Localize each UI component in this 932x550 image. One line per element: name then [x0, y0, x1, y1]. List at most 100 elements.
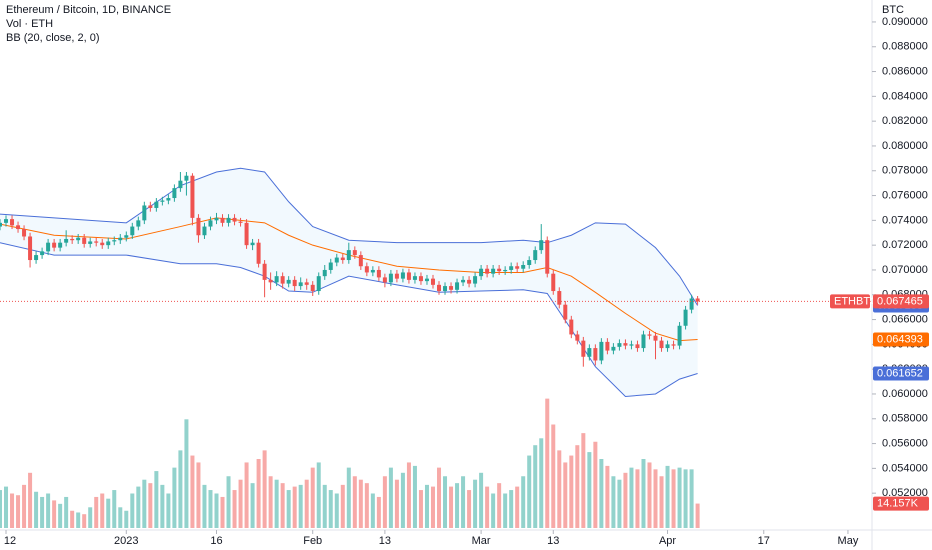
- y-tick-label: 0.090000: [882, 16, 928, 28]
- volume-bar: [160, 484, 165, 528]
- volume-bar: [10, 493, 15, 528]
- y-tick-label: 0.078000: [882, 165, 928, 177]
- candle-body: [424, 278, 429, 282]
- candle-body: [629, 344, 634, 346]
- volume-bar: [292, 486, 297, 528]
- y-tick-label: 0.084000: [882, 90, 928, 102]
- volume-tag-label: 14.157K: [877, 497, 919, 509]
- volume-bar: [461, 476, 466, 528]
- candle-body: [400, 272, 405, 279]
- volume-bar: [22, 484, 27, 528]
- volume-bar: [527, 455, 532, 528]
- candle-body: [34, 255, 39, 261]
- volume-bar: [473, 479, 478, 528]
- volume-bar: [611, 476, 616, 528]
- candle-body: [166, 198, 171, 201]
- candle-body: [479, 268, 484, 277]
- symbol-tag: ETHBTC: [830, 294, 878, 309]
- candle-body: [286, 279, 291, 284]
- candle-body: [124, 235, 129, 238]
- candle-body: [509, 266, 514, 270]
- candle-body: [581, 340, 586, 357]
- candle-body: [76, 237, 81, 241]
- candle-body: [551, 273, 556, 292]
- candle-body: [70, 238, 75, 241]
- volume-bar: [418, 490, 423, 528]
- y-tick-label: 0.088000: [882, 41, 928, 53]
- candle-body: [623, 343, 628, 346]
- y-tick-label: 0.076000: [882, 189, 928, 201]
- candle-body: [202, 226, 207, 236]
- volume-bar: [268, 476, 273, 528]
- candle-body: [593, 348, 598, 361]
- volume-bar: [443, 476, 448, 528]
- volume-bar: [382, 476, 387, 528]
- band-fill: [0, 168, 698, 397]
- band-tag-label: 0.064393: [877, 333, 923, 345]
- volume-bar: [352, 476, 357, 528]
- price-tag-box: [873, 294, 929, 309]
- candle-body: [52, 242, 57, 248]
- candle-body: [418, 276, 423, 282]
- volume-bar: [587, 452, 592, 528]
- candle-body: [220, 217, 225, 223]
- candle-body: [16, 225, 21, 230]
- candle-body: [268, 279, 273, 283]
- volume-bar: [88, 507, 93, 528]
- volume-bar: [430, 486, 435, 528]
- candle-body: [280, 276, 285, 284]
- volume-bar: [286, 490, 291, 528]
- candle-body: [298, 282, 303, 287]
- volume-bar: [214, 493, 219, 528]
- volume-bar: [34, 491, 39, 528]
- candle-body: [605, 341, 610, 351]
- volume-bar: [40, 496, 45, 528]
- candle-body: [148, 205, 153, 208]
- volume-bar: [184, 419, 189, 528]
- candle-body: [106, 241, 111, 246]
- candle-body: [617, 343, 622, 347]
- candle-body: [190, 175, 195, 218]
- candle-body: [160, 200, 165, 202]
- candle-body: [244, 222, 249, 246]
- candle-body: [58, 242, 63, 248]
- volume-bar: [521, 476, 526, 528]
- indicator-title: BB (20, close, 2, 0): [6, 32, 100, 44]
- volume-bar: [346, 467, 351, 528]
- candle-body: [256, 242, 261, 264]
- volume-bar: [677, 467, 682, 528]
- candle-body: [238, 221, 243, 223]
- y-tick-label: 0.080000: [882, 140, 928, 152]
- candle-body: [28, 236, 33, 261]
- volume-bar: [64, 496, 69, 528]
- volume-bar: [154, 471, 159, 528]
- candle-body: [575, 334, 580, 341]
- volume-bar: [94, 496, 99, 528]
- candle-body: [316, 276, 321, 292]
- candle-body: [82, 237, 87, 244]
- candle-body: [539, 240, 544, 251]
- candle-body: [250, 242, 255, 246]
- candle-body: [370, 269, 375, 273]
- candle-body: [112, 240, 117, 242]
- volume-bar: [647, 462, 652, 528]
- volume-bar: [226, 476, 231, 528]
- candle-body: [485, 268, 490, 274]
- x-tick-label: 13: [547, 535, 559, 547]
- volume-bar: [424, 484, 429, 528]
- candle-body: [232, 217, 237, 222]
- candle-body: [653, 335, 658, 341]
- x-tick-label: 13: [379, 535, 391, 547]
- candle-body: [208, 220, 213, 227]
- x-tick-label: Feb: [303, 535, 322, 547]
- volume-bar: [467, 490, 472, 528]
- candle-body: [88, 241, 93, 244]
- symbol-tag-label: ETHBTC: [834, 295, 878, 307]
- candle-body: [100, 242, 105, 246]
- candle-body: [394, 273, 399, 279]
- x-tick-label: Mar: [472, 535, 491, 547]
- x-tick-label: 17: [758, 535, 770, 547]
- volume-bar: [136, 486, 141, 528]
- volume-bar: [563, 462, 568, 528]
- volume-bar: [322, 484, 327, 528]
